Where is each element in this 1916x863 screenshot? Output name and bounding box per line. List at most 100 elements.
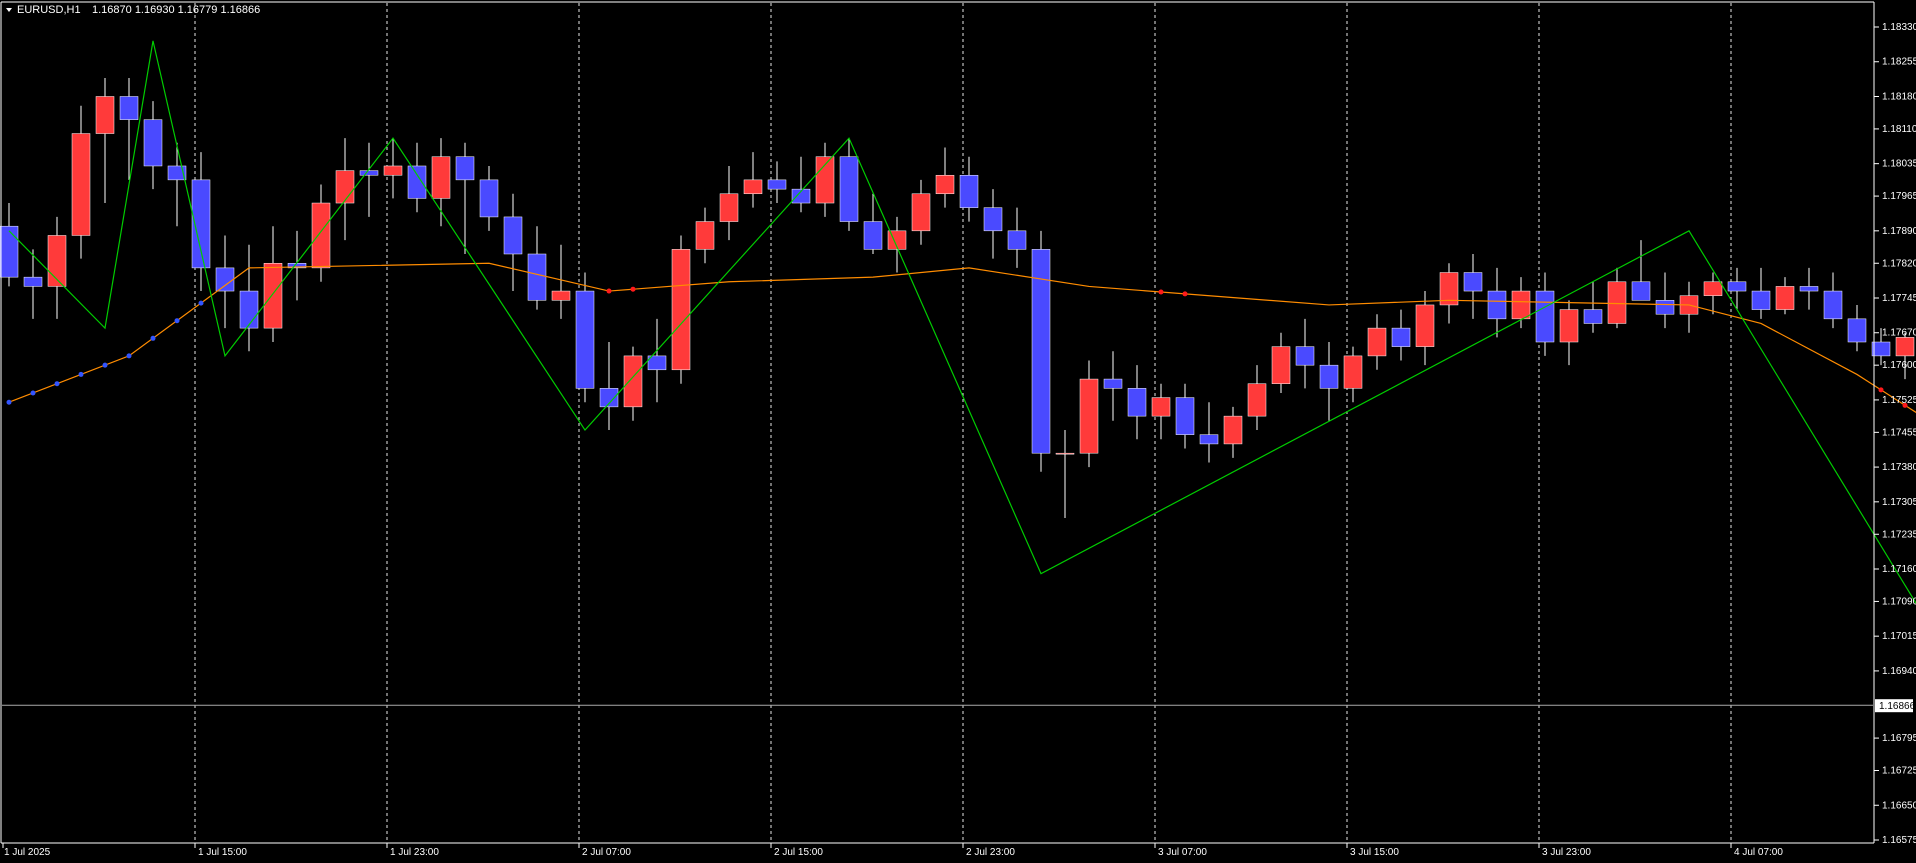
time-tick-label: 1 Jul 23:00 [390, 847, 439, 858]
candle-body [239, 290, 259, 329]
price-tick-label: 1.18180 [1882, 91, 1916, 102]
time-tick-label: 3 Jul 23:00 [1542, 847, 1591, 858]
candle-body [1199, 434, 1219, 445]
candle-body [623, 355, 643, 408]
candles-layer [0, 77, 1915, 519]
candle-body [1151, 397, 1171, 417]
price-tick-label: 1.16650 [1882, 800, 1916, 811]
price-tick-label: 1.18330 [1882, 22, 1916, 33]
candle-body [23, 276, 43, 287]
price-tick-label: 1.17965 [1882, 191, 1916, 202]
candle-body [47, 235, 67, 287]
candle-body [503, 216, 523, 255]
candle-body [719, 193, 739, 222]
candle-body [407, 165, 427, 199]
candle-body [167, 165, 187, 181]
candle-body [1607, 281, 1627, 324]
candle-body [599, 388, 619, 408]
price-tick-label: 1.16575 [1882, 835, 1916, 846]
candle-body [1367, 327, 1387, 357]
candle-body [1391, 327, 1411, 347]
candle-body [1823, 290, 1843, 320]
candle-body [1295, 346, 1315, 366]
grid-layer [194, 3, 1732, 842]
candle-body [1631, 281, 1651, 301]
trend-marker [6, 399, 12, 405]
candle-body [1223, 415, 1243, 445]
price-tick-label: 1.17820 [1882, 258, 1916, 269]
candle-body [383, 165, 403, 176]
candle-body [1583, 309, 1603, 324]
candle-body [1727, 281, 1747, 292]
candle-body [791, 188, 811, 204]
candle-body [815, 156, 835, 204]
current-price-box [1875, 699, 1913, 713]
candle-body [671, 249, 691, 371]
candle-body [839, 156, 859, 222]
candle-body [1343, 355, 1363, 389]
candle-body [71, 133, 91, 236]
price-tick-label: 1.17525 [1882, 395, 1916, 406]
symbol-label: EURUSD,H1 [17, 4, 81, 16]
candle-body [263, 263, 283, 329]
price-tick-label: 1.18255 [1882, 57, 1916, 68]
candle-body [143, 119, 163, 167]
candle-body [1103, 378, 1123, 389]
price-tick-label: 1.17090 [1882, 596, 1916, 607]
candle-body [95, 96, 115, 134]
time-tick-label: 1 Jul 2025 [4, 847, 51, 858]
price-tick-label: 1.18110 [1882, 124, 1916, 135]
candle-body [1559, 309, 1579, 343]
candle-body [1079, 378, 1099, 454]
candle-body [959, 174, 979, 208]
candle-body [1799, 286, 1819, 292]
candle-body [863, 221, 883, 250]
price-tick-label: 1.17160 [1882, 564, 1916, 575]
price-tick-label: 1.17305 [1882, 497, 1916, 508]
candle-body [0, 225, 19, 278]
candle-body [1055, 452, 1075, 455]
candle-body [359, 170, 379, 176]
candle-body [1487, 290, 1507, 320]
candle-body [311, 202, 331, 269]
price-axis[interactable]: 1.18330 1.18255 1.18180 1.18110 1.18035 1.179… [1874, 22, 1916, 846]
zigzag-layer [8, 40, 1916, 605]
price-tick-label: 1.17380 [1882, 462, 1916, 473]
candle-body [479, 179, 499, 218]
trend-marker [606, 288, 612, 294]
candle-body [1535, 290, 1555, 343]
candle-body [119, 96, 139, 120]
candle-body [695, 221, 715, 250]
price-tick-label: 1.17890 [1882, 226, 1916, 237]
candle-body [1319, 364, 1339, 389]
candle-body [1895, 337, 1915, 357]
price-tick-label: 1.16725 [1882, 766, 1916, 777]
trend-marker [198, 300, 204, 306]
time-tick-label: 2 Jul 15:00 [774, 847, 823, 858]
candle-body [1775, 286, 1795, 310]
zigzag-line [8, 40, 1916, 605]
candle-body [431, 156, 451, 199]
candle-body [1415, 304, 1435, 347]
trend-marker [1878, 387, 1884, 393]
candle-body [1007, 230, 1027, 250]
price-tick-label: 1.17745 [1882, 293, 1916, 304]
time-tick-label: 2 Jul 07:00 [582, 847, 631, 858]
trend-marker [54, 381, 60, 387]
candle-body [1871, 341, 1891, 357]
trend-marker [1158, 289, 1164, 295]
trend-marker [78, 371, 84, 377]
time-tick-label: 3 Jul 07:00 [1158, 847, 1207, 858]
candle-body [1127, 388, 1147, 417]
candle-body [575, 290, 595, 389]
triangle-down-icon[interactable] [6, 8, 12, 12]
time-axis[interactable]: 1 Jul 2025 1 Jul 15:00 1 Jul 23:00 2 Jul 07… [2, 843, 1916, 858]
trend-marker [174, 318, 180, 324]
candle-body [1463, 272, 1483, 292]
candle-body [455, 156, 475, 181]
candle-body [527, 253, 547, 301]
price-tick-label: 1.16940 [1882, 666, 1916, 677]
